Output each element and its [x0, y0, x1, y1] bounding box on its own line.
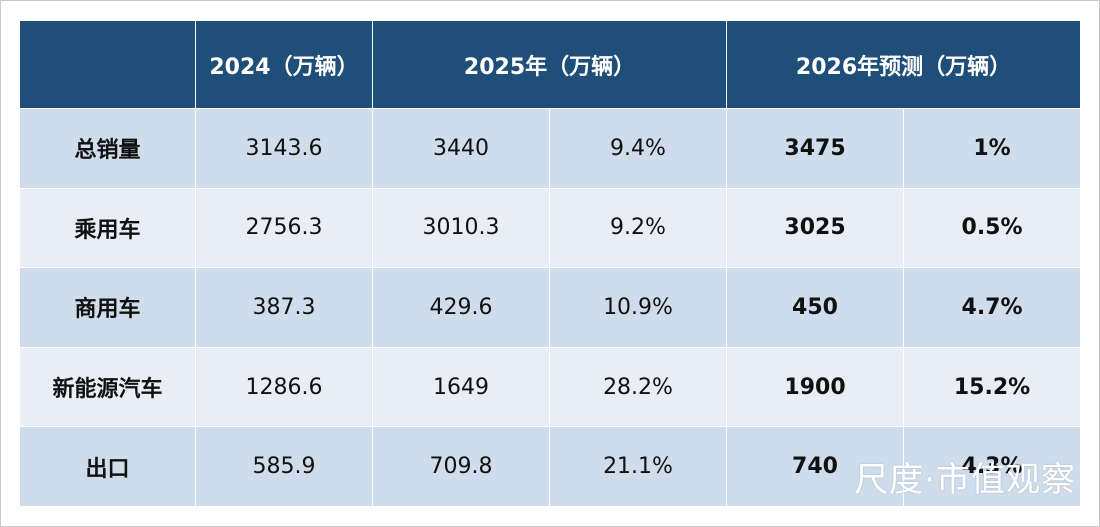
table-cell: 28.2%: [548, 346, 728, 428]
table-cell: 3475: [726, 108, 905, 189]
table-row: 商用车 387.3 429.6 10.9% 450 4.7%: [19, 267, 1082, 348]
header-cell: [19, 20, 196, 109]
table-cell: 3025: [726, 187, 905, 269]
table-cell: 15.2%: [903, 346, 1082, 428]
table-cell: 387.3: [195, 267, 373, 348]
table-row: 总销量 3143.6 3440 9.4% 3475 1%: [19, 108, 1082, 189]
header-cell: 2024（万辆）: [195, 20, 373, 109]
row-label: 乘用车: [19, 187, 196, 269]
table-cell: 0.5%: [903, 187, 1082, 269]
data-table: 2024（万辆） 2025年（万辆） 2026年预测（万辆） 总销量 3143.6…: [19, 20, 1082, 507]
table-cell: 1286.6: [195, 346, 373, 428]
table-cell: 585.9: [195, 426, 373, 507]
table-row: 乘用车 2756.3 3010.3 9.2% 3025 0.5%: [19, 187, 1082, 269]
row-label: 商用车: [19, 267, 196, 348]
table-cell: 1%: [903, 108, 1082, 189]
table-cell: 3010.3: [372, 187, 550, 269]
header-cell: 2025年（万辆）: [371, 20, 728, 109]
table-cell: 740: [726, 426, 905, 507]
row-label: 总销量: [19, 108, 196, 189]
table-cell: 3143.6: [195, 108, 373, 189]
header-cell: 2026年预测（万辆）: [726, 20, 1082, 109]
table-cell: 10.9%: [548, 267, 728, 348]
table-body: 总销量 3143.6 3440 9.4% 3475 1% 乘用车 2756.3 3010.3 9.…: [19, 108, 1082, 507]
row-label: 出口: [19, 426, 196, 507]
table-cell: 9.2%: [548, 187, 728, 269]
table-cell: 4.7%: [903, 267, 1082, 348]
table-cell: 1900: [726, 346, 905, 428]
table-row: 出口 585.9 709.8 21.1% 740 4.3%: [19, 426, 1082, 507]
table-cell: 2756.3: [195, 187, 373, 269]
table-cell: 429.6: [372, 267, 550, 348]
table-cell: 3440: [372, 108, 550, 189]
table-cell: 709.8: [372, 426, 550, 507]
table-cell: 1649: [372, 346, 550, 428]
table-cell: 9.4%: [548, 108, 728, 189]
watermark: 尺度·市值观察: [854, 460, 1076, 500]
table-cell: 21.1%: [548, 426, 728, 507]
table-cell: 450: [726, 267, 905, 348]
table-cell: 4.3%: [903, 426, 1082, 507]
row-label: 新能源汽车: [19, 346, 196, 428]
table-row: 新能源汽车 1286.6 1649 28.2% 1900 15.2%: [19, 346, 1082, 428]
header-row: 2024（万辆） 2025年（万辆） 2026年预测（万辆）: [19, 20, 1082, 109]
